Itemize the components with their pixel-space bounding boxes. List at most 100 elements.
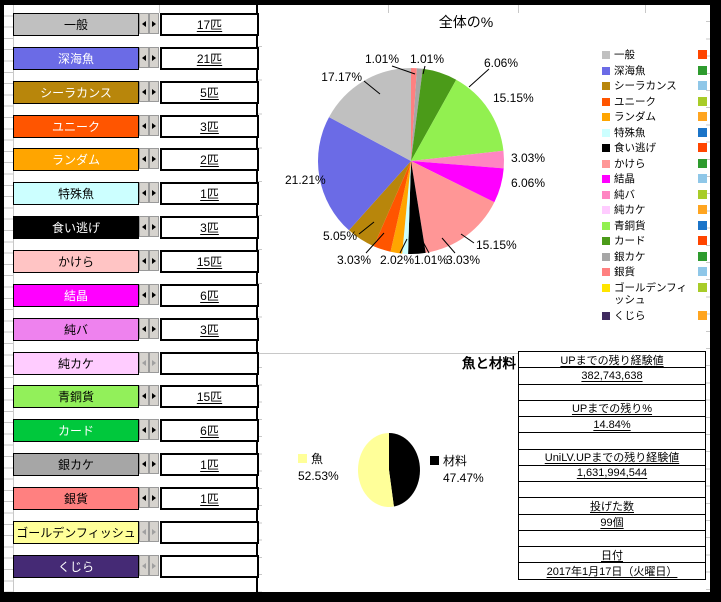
count-cell[interactable]: 2匹 [160,148,259,171]
spin-increment-button[interactable] [149,81,159,102]
category-cell[interactable]: ランダム [13,148,139,171]
spin-increment-button[interactable] [149,555,159,576]
spin-decrement-button[interactable] [139,148,149,169]
stats-cell[interactable]: 2017年1月17日（火曜日） [518,562,706,580]
category-cell[interactable]: 銀カケ [13,453,139,476]
spin-increment-button[interactable] [149,385,159,406]
legend-label: 食い逃げ [614,142,656,154]
stats-cell[interactable]: 投げた数 [518,497,706,515]
right-arrow-icon [152,359,156,366]
window-frame-top [0,0,721,5]
count-spinner [139,81,159,102]
spin-decrement-button[interactable] [139,487,149,508]
count-cell[interactable]: 1匹 [160,182,259,205]
stats-cell[interactable]: 1,631,994,544 [518,464,706,482]
spin-increment-button[interactable] [149,487,159,508]
spin-decrement-button[interactable] [139,81,149,102]
count-cell[interactable]: 3匹 [160,318,259,341]
category-cell[interactable]: 純カケ [13,352,139,375]
count-cell[interactable]: 15匹 [160,385,259,408]
secondary-legend-swatch [698,143,707,152]
spin-decrement-button[interactable] [139,385,149,406]
spin-decrement-button[interactable] [139,216,149,237]
category-cell[interactable]: 一般 [13,13,139,36]
count-cell[interactable] [160,352,259,375]
spin-decrement-button[interactable] [139,250,149,271]
pie-slice [373,161,411,252]
count-cell[interactable]: 1匹 [160,453,259,476]
count-cell[interactable]: 6匹 [160,419,259,442]
right-arrow-icon [152,426,156,433]
legend-swatch [602,113,610,121]
spin-increment-button[interactable] [149,47,159,68]
count-cell[interactable]: 3匹 [160,216,259,239]
stats-empty-cell[interactable] [518,432,706,450]
stats-cell[interactable]: 14.84% [518,416,706,434]
spin-decrement-button[interactable] [139,555,149,576]
spin-increment-button[interactable] [149,250,159,271]
window-frame-bottom [0,592,721,602]
count-cell[interactable]: 21匹 [160,47,259,70]
stats-cell[interactable]: 382,743,638 [518,367,706,385]
left-arrow-icon [142,325,146,332]
category-cell[interactable]: 食い逃げ [13,216,139,239]
spin-increment-button[interactable] [149,13,159,34]
category-cell[interactable]: シーラカンス [13,81,139,104]
spin-increment-button[interactable] [149,182,159,203]
spin-increment-button[interactable] [149,115,159,136]
count-cell[interactable] [160,521,259,544]
spin-increment-button[interactable] [149,352,159,373]
stats-cell[interactable]: 99個 [518,513,706,531]
count-cell[interactable]: 3匹 [160,115,259,138]
count-cell[interactable]: 5匹 [160,81,259,104]
stats-empty-cell[interactable] [518,481,706,499]
count-spinner [139,352,159,373]
count-cell[interactable] [160,555,259,578]
category-cell[interactable]: 結晶 [13,284,139,307]
left-arrow-icon [142,359,146,366]
category-cell[interactable]: ゴールデンフィッシュ [13,521,139,544]
spin-increment-button[interactable] [149,453,159,474]
spin-decrement-button[interactable] [139,419,149,440]
category-cell[interactable]: 銀貨 [13,487,139,510]
category-cell[interactable]: 純バ [13,318,139,341]
count-cell[interactable]: 15匹 [160,250,259,273]
spin-increment-button[interactable] [149,318,159,339]
spin-increment-button[interactable] [149,216,159,237]
spin-increment-button[interactable] [149,284,159,305]
stats-cell[interactable]: UPまでの残り% [518,399,706,417]
spin-increment-button[interactable] [149,148,159,169]
count-cell[interactable]: 17匹 [160,13,259,36]
spin-increment-button[interactable] [149,521,159,542]
spin-decrement-button[interactable] [139,318,149,339]
stats-cell[interactable]: 日付 [518,546,706,564]
category-cell[interactable]: 深海魚 [13,47,139,70]
legend-label: 純カケ [614,204,646,216]
category-cell[interactable]: 特殊魚 [13,182,139,205]
category-cell[interactable]: くじら [13,555,139,578]
category-cell[interactable]: カード [13,419,139,442]
spin-decrement-button[interactable] [139,352,149,373]
count-cell[interactable]: 6匹 [160,284,259,307]
spin-increment-button[interactable] [149,419,159,440]
spin-decrement-button[interactable] [139,182,149,203]
spin-decrement-button[interactable] [139,521,149,542]
stats-empty-cell[interactable] [518,529,706,547]
category-cell[interactable]: ユニーク [13,115,139,138]
right-arrow-icon [152,122,156,129]
spin-decrement-button[interactable] [139,47,149,68]
stats-cell[interactable]: UPまでの残り経験値 [518,351,706,369]
category-cell[interactable]: 青銅貨 [13,385,139,408]
spin-decrement-button[interactable] [139,284,149,305]
spin-decrement-button[interactable] [139,453,149,474]
pie-slice [390,161,411,254]
stats-empty-cell[interactable] [518,383,706,401]
category-cell[interactable]: かけら [13,250,139,273]
spin-decrement-button[interactable] [139,115,149,136]
count-spinner [139,521,159,542]
count-cell[interactable]: 1匹 [160,487,259,510]
spin-decrement-button[interactable] [139,13,149,34]
fish-percent-label: 52.53% [298,469,339,483]
stats-cell[interactable]: UniLV.UPまでの残り経験値 [518,448,706,466]
right-arrow-icon [152,325,156,332]
